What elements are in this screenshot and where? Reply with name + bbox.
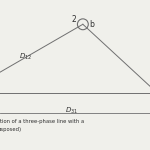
Text: nsposed): nsposed) — [0, 127, 21, 132]
Text: ction of a three-phase line with a: ction of a three-phase line with a — [0, 118, 84, 124]
Text: 2: 2 — [72, 15, 77, 24]
Text: $D_{31}$: $D_{31}$ — [65, 106, 78, 116]
Text: b: b — [90, 20, 95, 29]
Text: $D_{12}$: $D_{12}$ — [19, 52, 32, 62]
